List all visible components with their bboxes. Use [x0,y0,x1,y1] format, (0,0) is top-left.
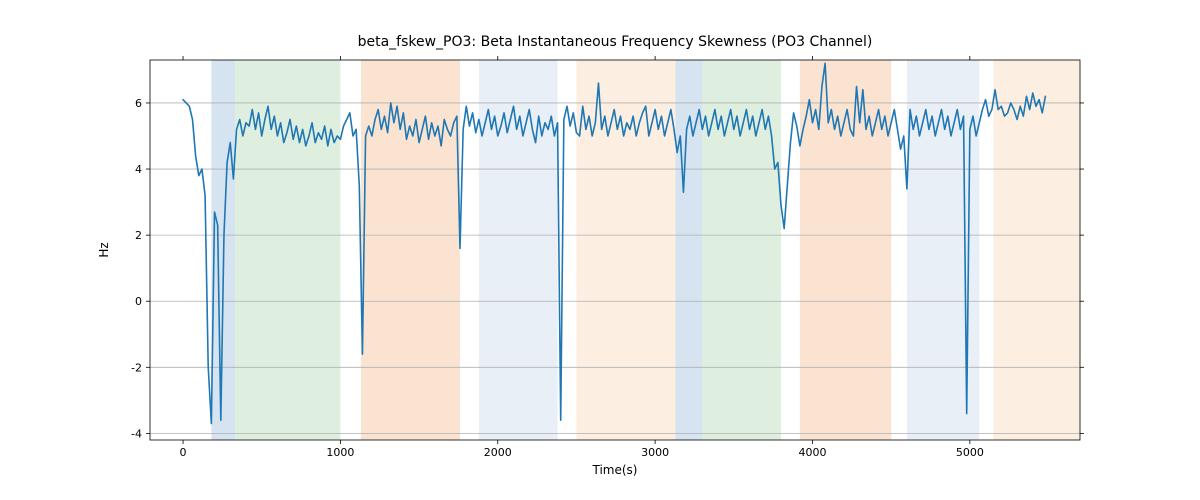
background-span [479,60,558,440]
y-tick-label: 2 [135,229,142,242]
y-axis-label: Hz [97,242,111,257]
chart-title: beta_fskew_PO3: Beta Instantaneous Frequ… [358,34,873,50]
y-tick-label: 0 [135,295,142,308]
x-tick-label: 4000 [798,446,826,459]
chart-svg: 0 1000 2000 3000 4000 5000 -4 -2 0 2 4 6 beta_fske… [0,0,1200,500]
background-span [993,60,1080,440]
x-tick-label: 3000 [641,446,669,459]
x-tick-label: 2000 [484,446,512,459]
y-tick-label: -4 [131,427,142,440]
x-tick-label: 1000 [326,446,354,459]
x-tick-label: 0 [180,446,187,459]
x-axis-label: Time(s) [592,463,638,477]
y-tick-label: 6 [135,97,142,110]
x-tick-label: 5000 [956,446,984,459]
chart-container: 0 1000 2000 3000 4000 5000 -4 -2 0 2 4 6 beta_fske… [0,0,1200,500]
y-tick-label: -2 [131,361,142,374]
background-spans [211,60,1080,440]
y-tick-label: 4 [135,163,142,176]
